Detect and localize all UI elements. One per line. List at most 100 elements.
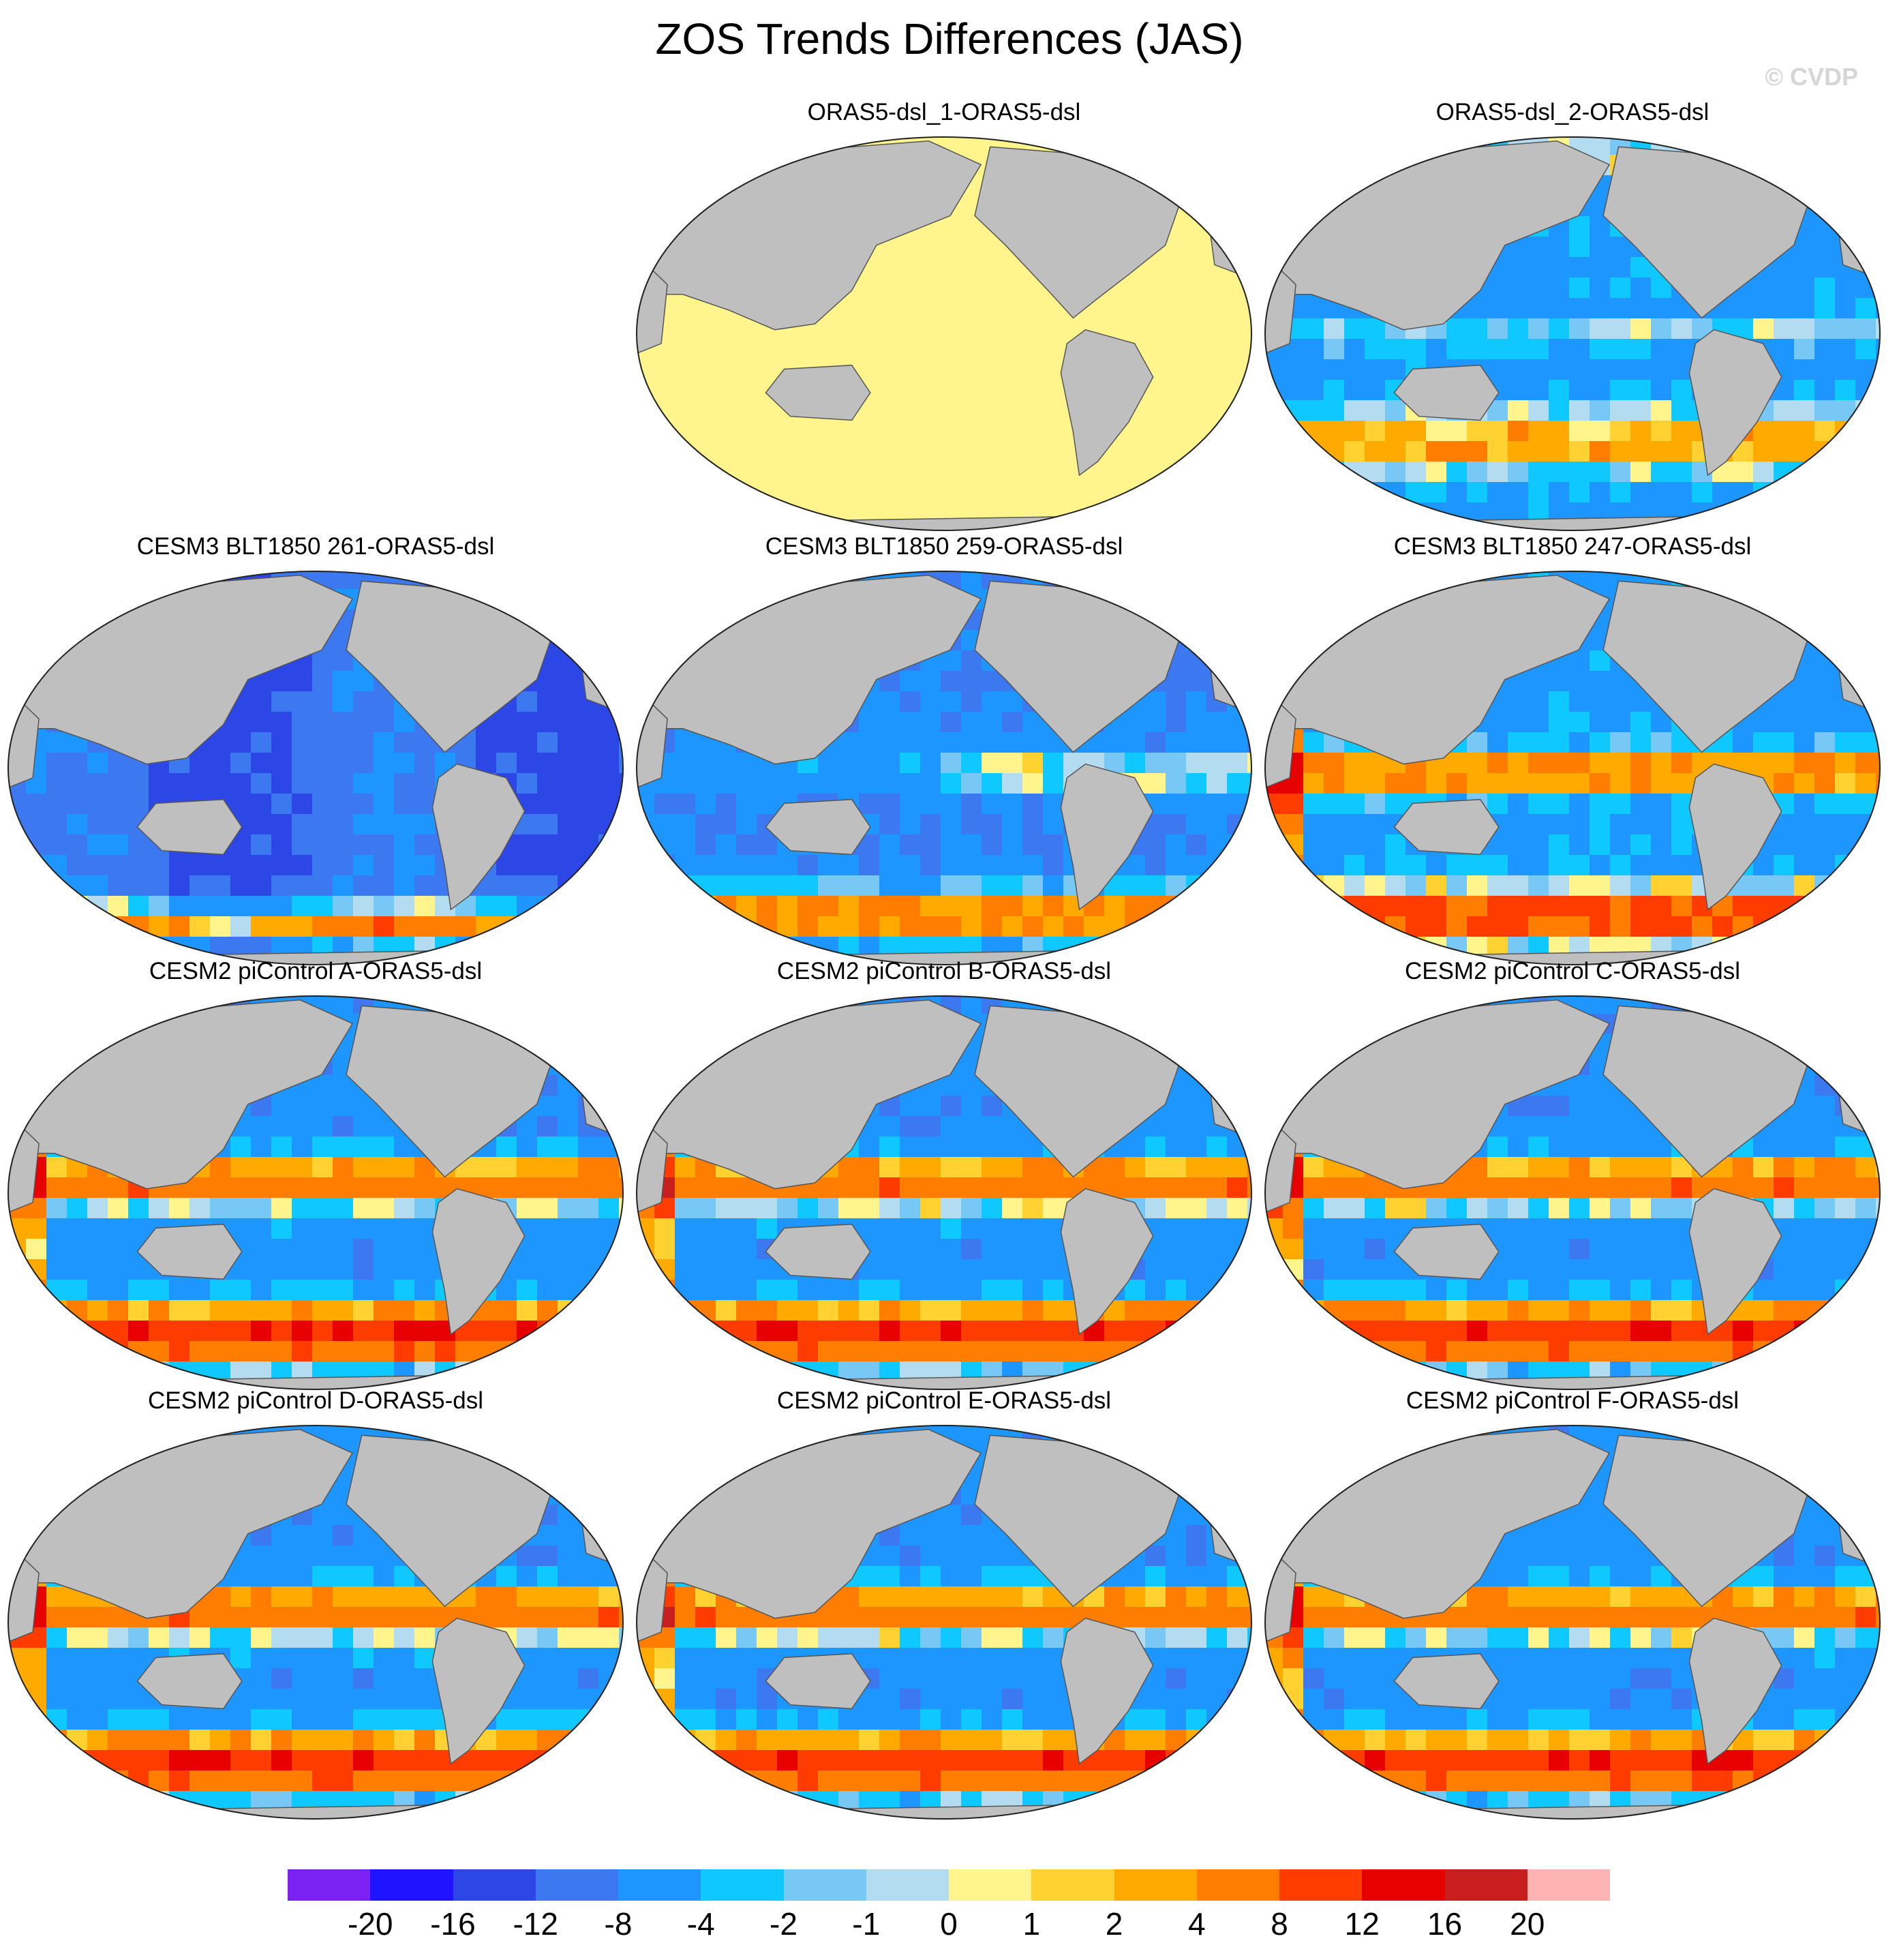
colorbar-tick-label: -4: [686, 1906, 715, 1942]
colorbar-tick-label: 2: [1105, 1906, 1123, 1942]
land-australia: [136, 798, 243, 856]
land-southAmerica: [1688, 329, 1782, 477]
map-outline: [7, 571, 624, 965]
land-southAmerica: [1688, 763, 1782, 911]
land-australia: [136, 1653, 243, 1710]
land-greenland: [1134, 999, 1191, 1032]
land-southAmerica: [431, 1188, 526, 1336]
map-panel: ORAS5-dsl_2-ORAS5-dsl: [1262, 99, 1883, 535]
colorbar-swatch: [1031, 1869, 1114, 1901]
map-panel: CESM2 piControl E-ORAS5-dsl: [634, 1387, 1254, 1824]
colorbar-swatch: [535, 1869, 618, 1901]
land-southAmerica: [431, 1617, 526, 1765]
colorbar-tick-label: 8: [1271, 1906, 1288, 1942]
map-outline: [636, 136, 1252, 531]
panel-title: CESM2 piControl A-ORAS5-dsl: [149, 958, 483, 984]
colorbar-swatch: [1196, 1869, 1279, 1901]
panel-title: CESM2 piControl C-ORAS5-dsl: [1404, 958, 1741, 984]
watermark: © CVDP: [1765, 63, 1858, 91]
colorbar-swatch: [1114, 1869, 1197, 1901]
map-projection: [1264, 571, 1881, 965]
colorbar-tick-label: -1: [852, 1906, 881, 1942]
figure-title: ZOS Trends Differences (JAS): [655, 14, 1244, 63]
map-outline: [636, 571, 1252, 965]
colorbar-swatch: [1362, 1869, 1445, 1901]
land-greenland: [505, 1428, 563, 1462]
land-greenland: [1134, 140, 1191, 173]
panel-title: CESM3 BLT1850 261-ORAS5-dsl: [136, 533, 495, 560]
colorbar: [288, 1869, 1610, 1901]
map-projection: [7, 571, 624, 965]
panel-title: CESM2 piControl B-ORAS5-dsl: [776, 958, 1112, 984]
land-greenland: [505, 999, 563, 1032]
map-panel: CESM3 BLT1850 247-ORAS5-dsl: [1262, 533, 1883, 969]
land-southAmerica: [1688, 1617, 1782, 1765]
land-southAmerica: [1688, 1188, 1782, 1336]
land-australia: [1393, 1653, 1500, 1710]
land-australia: [1393, 1223, 1500, 1280]
panel-title: CESM3 BLT1850 259-ORAS5-dsl: [765, 533, 1123, 560]
land-australia: [1393, 798, 1500, 856]
land-greenland: [1134, 1428, 1191, 1462]
map-outline: [1264, 136, 1881, 531]
land-southAmerica: [1060, 1617, 1154, 1765]
land-antarctica: [162, 1805, 470, 1819]
land-australia: [765, 364, 871, 421]
land-australia: [765, 1653, 871, 1710]
land-greenland: [1762, 140, 1820, 173]
colorbar-swatch: [618, 1869, 701, 1901]
map-panel: CESM2 piControl B-ORAS5-dsl: [634, 958, 1254, 1394]
map-outline: [7, 1425, 624, 1820]
colorbar-swatch: [783, 1869, 866, 1901]
colorbar-tick-label: -2: [770, 1906, 797, 1942]
land-southAmerica: [1060, 763, 1154, 911]
panel-title: ORAS5-dsl_1-ORAS5-dsl: [807, 99, 1081, 125]
map-outline: [1264, 1425, 1881, 1820]
map-projection: [636, 995, 1252, 1390]
colorbar-tick-label: 16: [1427, 1906, 1463, 1942]
land-australia: [136, 1223, 243, 1280]
land-antarctica: [790, 516, 1098, 530]
colorbar-tick-label: -12: [513, 1906, 558, 1942]
land-greenland: [1762, 999, 1820, 1032]
map-projection: [7, 1425, 624, 1820]
map-projection: [1264, 136, 1881, 531]
colorbar-tick-label: 0: [940, 1906, 958, 1942]
colorbar-tick-label: 12: [1344, 1906, 1380, 1942]
land-antarctica: [1418, 1805, 1727, 1819]
map-panel: CESM2 piControl A-ORAS5-dsl: [5, 958, 626, 1394]
map-panel: CESM3 BLT1850 259-ORAS5-dsl: [634, 533, 1254, 969]
colorbar-swatch: [1279, 1869, 1363, 1901]
colorbar-tick-label: 20: [1510, 1906, 1545, 1942]
colorbar-swatch: [453, 1869, 536, 1901]
ocean-field: [637, 137, 1251, 530]
land-australia: [765, 1223, 871, 1280]
map-projection: [7, 995, 624, 1390]
land-australia: [1393, 364, 1500, 421]
panel-title: CESM2 piControl E-ORAS5-dsl: [776, 1387, 1112, 1414]
colorbar-tick-label: 4: [1187, 1906, 1206, 1942]
land-australia: [765, 798, 871, 856]
map-projection: [636, 1425, 1252, 1820]
map-outline: [636, 1425, 1252, 1820]
colorbar-swatch: [370, 1869, 453, 1901]
land-greenland: [1134, 574, 1191, 607]
panel-title: CESM2 piControl F-ORAS5-dsl: [1406, 1387, 1740, 1414]
map-projection: [1264, 1425, 1881, 1820]
map-outline: [636, 995, 1252, 1390]
map-outline: [1264, 995, 1881, 1390]
colorbar-swatch: [866, 1869, 949, 1901]
map-panel: CESM2 piControl F-ORAS5-dsl: [1262, 1387, 1883, 1824]
panel-title: CESM3 BLT1850 247-ORAS5-dsl: [1393, 533, 1752, 560]
colorbar-swatch: [701, 1869, 784, 1901]
map-panel: CESM2 piControl C-ORAS5-dsl: [1262, 958, 1883, 1394]
colorbar-tick-label: -8: [604, 1906, 633, 1942]
panel-title: ORAS5-dsl_2-ORAS5-dsl: [1435, 99, 1710, 125]
land-antarctica: [790, 1805, 1098, 1819]
map-projection: [1264, 995, 1881, 1390]
colorbar-tick-label: -16: [430, 1906, 476, 1942]
land-southAmerica: [1060, 329, 1154, 477]
map-panel: CESM2 piControl D-ORAS5-dsl: [5, 1387, 626, 1824]
land-antarctica: [1418, 516, 1727, 530]
panel-title: CESM2 piControl D-ORAS5-dsl: [147, 1387, 484, 1414]
